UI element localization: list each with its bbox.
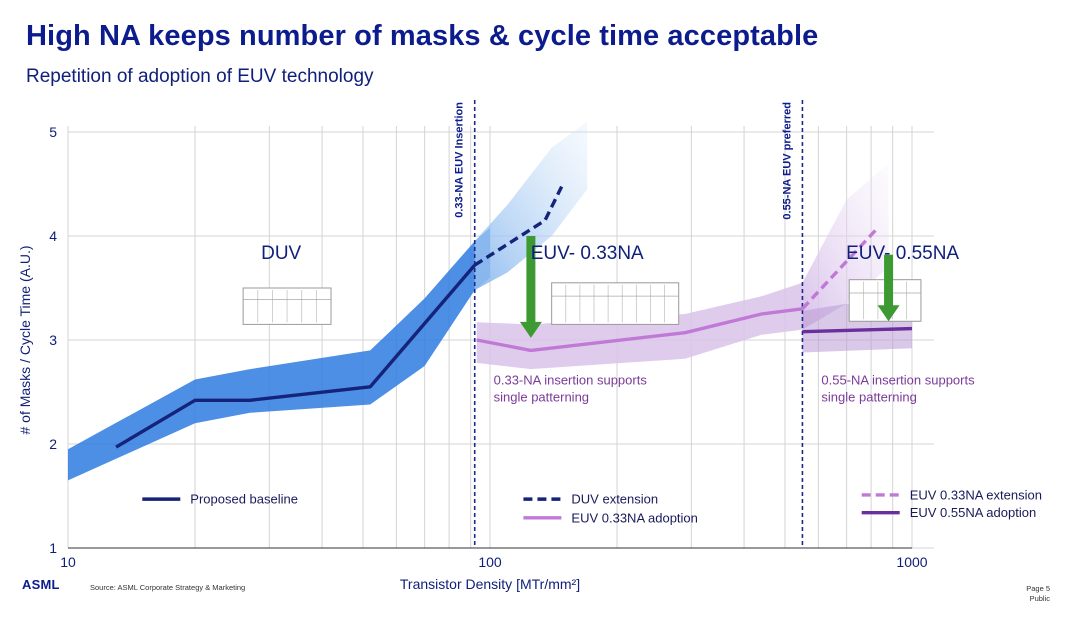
machine-outline — [551, 282, 680, 325]
x-tick-label: 10 — [60, 554, 76, 570]
y-tick-label: 4 — [49, 228, 57, 244]
region-label: EUV- 0.55NA — [846, 243, 959, 264]
y-tick-label: 1 — [49, 540, 57, 556]
x-axis-label: Transistor Density [MTr/mm²] — [400, 576, 580, 592]
machine-illustration-1 — [242, 287, 332, 325]
legend-label-baseline: Proposed baseline — [190, 492, 298, 507]
series-line-duv_ext — [473, 185, 564, 267]
page-label: Page 5 — [1026, 584, 1050, 593]
classification-label: Public — [1029, 594, 1050, 603]
machine-illustration-2 — [551, 282, 680, 325]
x-tick-label: 1000 — [896, 554, 927, 570]
legend-label-duv_ext: DUV extension — [571, 492, 658, 507]
y-tick-label: 2 — [49, 436, 57, 452]
annotation-text: single patterning — [821, 390, 916, 405]
y-axis-label: # of Masks / Cycle Time (A.U.) — [17, 245, 33, 434]
x-tick-label: 100 — [478, 554, 502, 570]
source-note: Source: ASML Corporate Strategy & Market… — [90, 583, 246, 592]
series-line-baseline — [115, 263, 476, 449]
region-label: DUV — [261, 243, 301, 264]
down-arrow-icon — [877, 254, 900, 322]
series-line-euv033_ext — [801, 226, 880, 310]
asml-logo: ASML — [22, 577, 60, 592]
band-baseline_band — [68, 227, 490, 481]
down-arrow-icon — [519, 236, 542, 338]
page-number: Page 5 Public — [1026, 584, 1050, 604]
divider-label-2: 0.55-NA EUV preferred — [781, 102, 793, 220]
page-subtitle: Repetition of adoption of EUV technology — [26, 66, 374, 87]
legend-label-euv033_ext: EUV 0.33NA extension — [910, 487, 1042, 502]
region-label: EUV- 0.33NA — [531, 243, 644, 264]
series-line-euv055 — [802, 326, 913, 334]
legend-label-euv033: EUV 0.33NA adoption — [571, 510, 697, 525]
annotation-text: 0.33-NA insertion supports — [494, 373, 648, 388]
y-tick-label: 3 — [49, 332, 57, 348]
legend-label-euv055: EUV 0.55NA adoption — [910, 505, 1036, 520]
annotation-text: 0.55-NA insertion supports — [821, 373, 975, 388]
page-title: High NA keeps number of masks & cycle ti… — [26, 20, 819, 52]
series-line-euv033 — [476, 307, 803, 353]
annotation-text: single patterning — [494, 390, 589, 405]
divider-label-1: 0.33-NA EUV Insertion — [454, 102, 466, 218]
y-tick-label: 5 — [49, 124, 57, 140]
